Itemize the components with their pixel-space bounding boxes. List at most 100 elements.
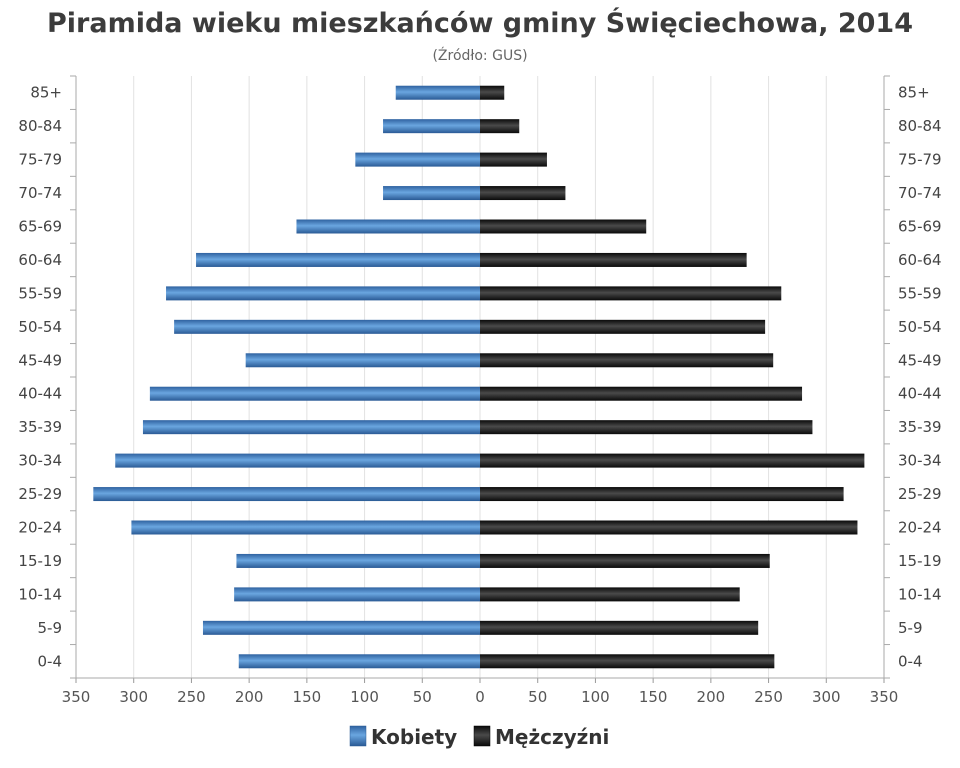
category-label-left: 65-69 — [18, 218, 62, 236]
category-labels: 85+ 85+ 80-84 80-84 75-79 75-79 70-74 70-74 65-6… — [18, 84, 941, 671]
category-label-left: 60-64 — [18, 251, 62, 269]
bar-mezczyzni-35-39 — [480, 420, 813, 435]
bar-mezczyzni-5-9 — [480, 620, 759, 635]
x-tick-label: 50 — [413, 688, 432, 706]
category-label-left: 15-19 — [18, 552, 62, 570]
x-tick-label: 350 — [62, 688, 91, 706]
category-label-right: 50-54 — [898, 318, 942, 336]
category-label-left: 70-74 — [18, 184, 62, 202]
category-label-right: 25-29 — [898, 485, 942, 503]
x-tick-labels: 350 300 250 200 150 100 50 0 50 100 150 200 250 300 35… — [62, 688, 899, 706]
category-label-left: 20-24 — [18, 519, 62, 537]
category-label-left: 30-34 — [18, 452, 62, 470]
bar-kobiety-10-14 — [234, 587, 480, 602]
bar-kobiety-60-64 — [196, 252, 480, 267]
legend-label-mezczyzni: Mężczyźni — [495, 725, 609, 749]
category-label-left: 50-54 — [18, 318, 62, 336]
grid-lines — [133, 76, 827, 678]
category-label-right: 30-34 — [898, 452, 942, 470]
category-label-right: 15-19 — [898, 552, 942, 570]
x-tick-label: 200 — [697, 688, 726, 706]
x-tick-label: 300 — [812, 688, 841, 706]
category-label-left: 5-9 — [38, 619, 63, 637]
bar-kobiety-50-54 — [174, 319, 480, 334]
x-tick-label: 0 — [475, 688, 485, 706]
category-label-right: 85+ — [898, 84, 930, 102]
bar-mezczyzni-0-4 — [480, 654, 775, 669]
category-label-right: 20-24 — [898, 519, 942, 537]
category-label-right: 40-44 — [898, 385, 942, 403]
bar-mezczyzni-85+ — [480, 85, 505, 100]
bar-kobiety-40-44 — [149, 386, 481, 401]
bar-kobiety-30-34 — [115, 453, 480, 468]
x-tick-label: 250 — [754, 688, 783, 706]
bar-mezczyzni-25-29 — [480, 487, 844, 502]
x-tick-label: 350 — [870, 688, 899, 706]
bar-mezczyzni-60-64 — [480, 252, 747, 267]
x-tick-label: 200 — [235, 688, 264, 706]
bar-kobiety-20-24 — [131, 520, 481, 535]
category-label-right: 35-39 — [898, 418, 942, 436]
bar-mezczyzni-15-19 — [480, 553, 770, 568]
x-tick-label: 150 — [293, 688, 322, 706]
category-label-left: 0-4 — [38, 652, 63, 670]
category-label-right: 60-64 — [898, 251, 942, 269]
x-tick-label: 100 — [581, 688, 610, 706]
bar-kobiety-85+ — [395, 85, 480, 100]
x-tick-label: 150 — [639, 688, 668, 706]
bar-mezczyzni-55-59 — [480, 286, 782, 301]
bar-mezczyzni-45-49 — [480, 353, 774, 368]
x-tick-label: 250 — [177, 688, 206, 706]
bar-mezczyzni-50-54 — [480, 319, 766, 334]
bar-mezczyzni-40-44 — [480, 386, 803, 401]
bar-kobiety-55-59 — [166, 286, 480, 301]
bar-kobiety-25-29 — [93, 487, 481, 502]
category-label-left: 40-44 — [18, 385, 62, 403]
x-tick-label: 300 — [119, 688, 148, 706]
bar-mezczyzni-20-24 — [480, 520, 858, 535]
bar-kobiety-65-69 — [296, 219, 480, 234]
category-label-right: 65-69 — [898, 218, 942, 236]
category-label-right: 70-74 — [898, 184, 942, 202]
category-label-right: 10-14 — [898, 585, 942, 603]
category-label-right: 55-59 — [898, 284, 942, 302]
category-label-left: 10-14 — [18, 585, 62, 603]
category-label-left: 35-39 — [18, 418, 62, 436]
legend: Kobiety Mężczyźni — [349, 725, 609, 749]
legend-label-kobiety: Kobiety — [371, 725, 457, 749]
bar-mezczyzni-75-79 — [480, 152, 547, 167]
bar-mezczyzni-30-34 — [480, 453, 865, 468]
category-label-right: 75-79 — [898, 151, 942, 169]
bar-kobiety-75-79 — [355, 152, 480, 167]
x-tick-label: 100 — [350, 688, 379, 706]
bar-kobiety-45-49 — [245, 353, 480, 368]
category-label-right: 45-49 — [898, 351, 942, 369]
category-label-right: 5-9 — [898, 619, 923, 637]
category-label-left: 85+ — [30, 84, 62, 102]
chart-subtitle: (Źródło: GUS) — [432, 46, 527, 64]
bar-mezczyzni-70-74 — [480, 186, 566, 201]
bar-kobiety-80-84 — [383, 119, 480, 134]
category-label-left: 25-29 — [18, 485, 62, 503]
category-label-left: 45-49 — [18, 351, 62, 369]
bar-kobiety-15-19 — [236, 553, 480, 568]
bars — [93, 85, 865, 669]
bar-kobiety-5-9 — [202, 620, 480, 635]
bar-kobiety-35-39 — [142, 420, 480, 435]
bar-mezczyzni-10-14 — [480, 587, 740, 602]
category-label-left: 75-79 — [18, 151, 62, 169]
category-label-right: 0-4 — [898, 652, 923, 670]
x-tick-label: 50 — [528, 688, 547, 706]
bar-mezczyzni-65-69 — [480, 219, 647, 234]
legend-swatch-mezczyzni — [473, 725, 491, 747]
bar-kobiety-70-74 — [383, 186, 480, 201]
axes — [70, 75, 890, 683]
bar-kobiety-0-4 — [238, 654, 480, 669]
category-label-right: 80-84 — [898, 117, 942, 135]
legend-swatch-kobiety — [349, 725, 367, 747]
bar-mezczyzni-80-84 — [480, 119, 520, 134]
category-label-left: 55-59 — [18, 284, 62, 302]
category-label-left: 80-84 — [18, 117, 62, 135]
chart-title: Piramida wieku mieszkańców gminy Święcie… — [47, 7, 913, 39]
